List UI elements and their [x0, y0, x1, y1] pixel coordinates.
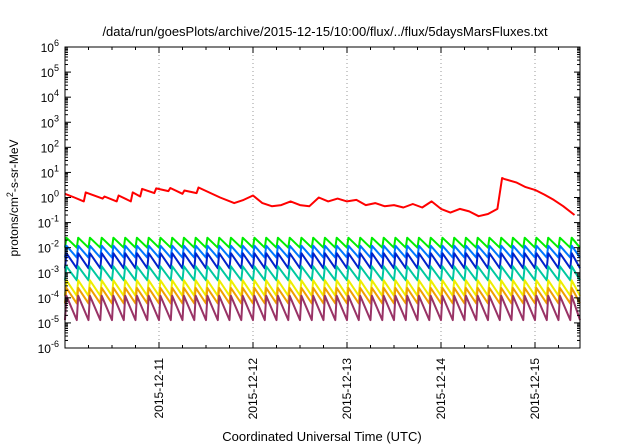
series-line-5 [64, 279, 581, 297]
series-lines [64, 177, 581, 322]
x-tick-label: 2015-12-11 [152, 358, 166, 419]
x-tick-label: 2015-12-13 [340, 358, 354, 420]
series-line-4 [64, 265, 581, 282]
y-tick-label: 105 [41, 63, 59, 80]
y-tick-label: 10-4 [38, 289, 59, 306]
x-tick-label: 2015-12-12 [246, 358, 260, 420]
y-tick-label: 102 [41, 138, 59, 155]
chart-title: /data/run/goesPlots/archive/2015-12-15/1… [102, 24, 548, 39]
y-tick-label: 10-6 [38, 339, 59, 356]
y-tick-label: 106 [41, 38, 59, 55]
series-line-0 [64, 177, 576, 218]
y-tick-label: 10-5 [38, 314, 59, 331]
y-tick-label: 101 [41, 163, 59, 180]
x-axis: 2015-12-11 2015-12-12 2015-12-13 2015-12-14… [88, 47, 559, 420]
y-tick-label: 104 [41, 88, 59, 105]
y-axis-label: protons/cm2-s-sr-MeV [5, 139, 21, 256]
series-line-1 [64, 236, 581, 249]
y-tick-label: 10-2 [38, 239, 59, 256]
y-axis: 10-6 10-5 10-4 10-3 10-2 10-1 100 101 102 103 104 1… [38, 38, 580, 356]
x-axis-label: Coordinated Universal Time (UTC) [222, 429, 421, 444]
x-tick-label: 2015-12-15 [528, 358, 542, 420]
y-tick-label: 10-1 [38, 214, 59, 231]
x-tick-label: 2015-12-14 [434, 358, 448, 420]
series-line-7 [64, 294, 581, 322]
y-tick-label: 10-3 [38, 264, 59, 281]
series-line-3 [64, 252, 581, 270]
y-tick-label: 103 [41, 113, 59, 130]
y-tick-label: 100 [41, 189, 59, 206]
